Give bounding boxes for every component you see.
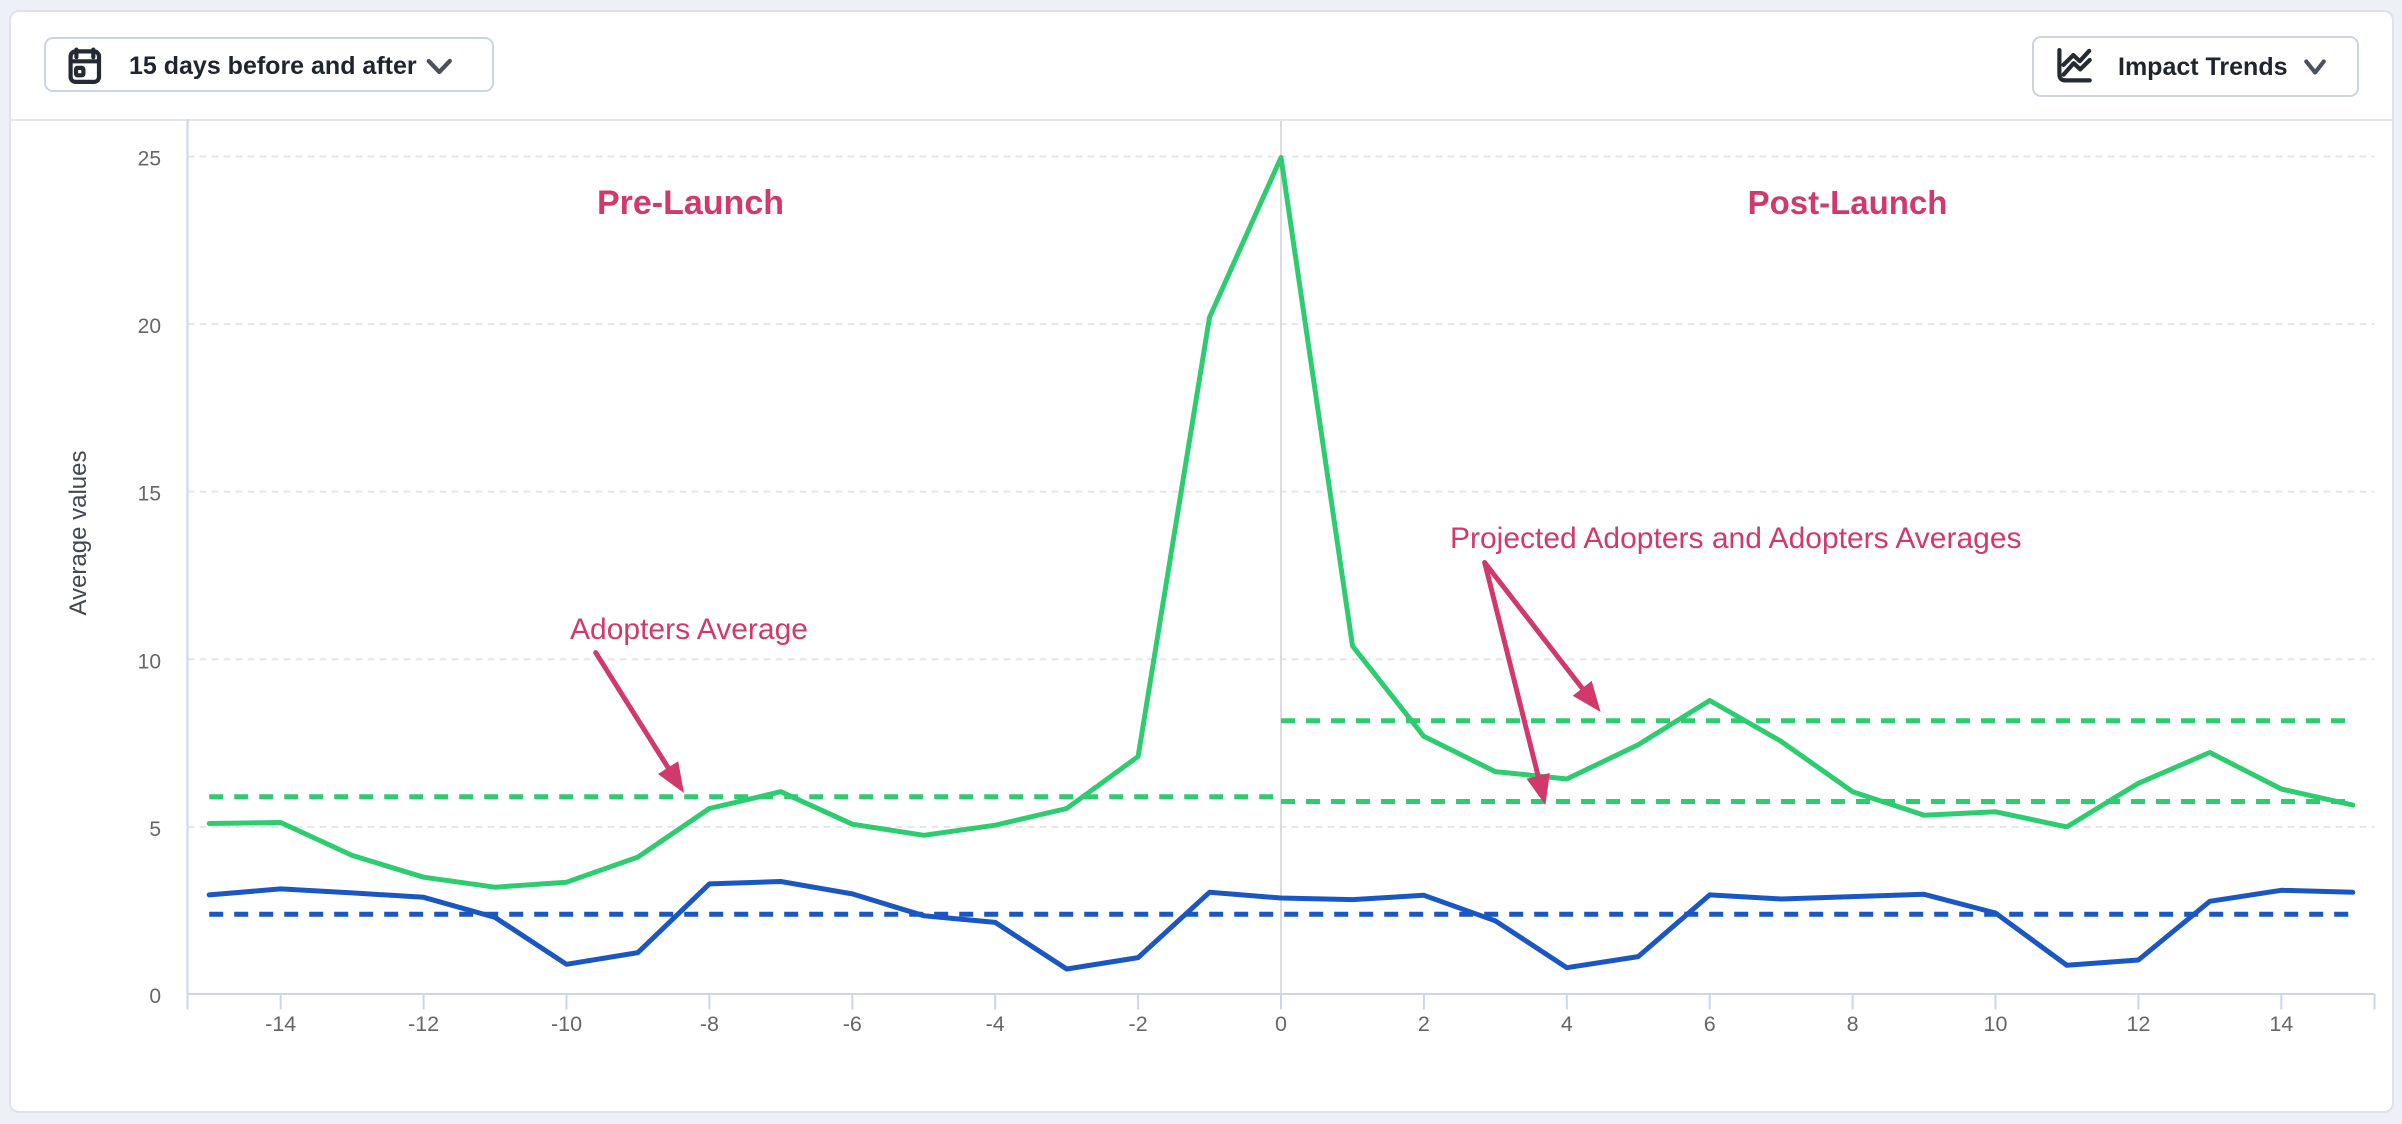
svg-text:-8: -8	[700, 1012, 719, 1036]
svg-text:12: 12	[2126, 1012, 2150, 1036]
svg-text:15: 15	[138, 483, 161, 506]
svg-text:15 days before and after: 15 days before and after	[129, 52, 417, 80]
svg-text:2: 2	[1418, 1012, 1430, 1036]
svg-text:25: 25	[138, 148, 161, 171]
svg-text:8: 8	[1847, 1012, 1859, 1036]
svg-text:4: 4	[1561, 1012, 1573, 1036]
svg-text:Average values: Average values	[65, 451, 92, 616]
svg-text:-12: -12	[408, 1012, 439, 1036]
svg-text:5: 5	[149, 818, 161, 841]
svg-text:Adopters Average: Adopters Average	[570, 613, 808, 646]
svg-text:-2: -2	[1129, 1012, 1148, 1036]
svg-text:Projected Adopters and Adopter: Projected Adopters and Adopters Averages	[1450, 522, 2022, 555]
svg-text:-4: -4	[986, 1012, 1005, 1036]
svg-text:0: 0	[149, 985, 161, 1008]
svg-text:-10: -10	[551, 1012, 582, 1036]
svg-text:-6: -6	[843, 1012, 862, 1036]
svg-text:10: 10	[138, 650, 161, 673]
svg-text:Impact Trends: Impact Trends	[2118, 53, 2288, 81]
svg-text:14: 14	[2269, 1012, 2293, 1036]
svg-text:20: 20	[138, 315, 161, 338]
svg-text:0: 0	[1275, 1012, 1287, 1036]
svg-text:Pre-Launch: Pre-Launch	[597, 184, 784, 222]
svg-text:6: 6	[1704, 1012, 1716, 1036]
svg-text:-14: -14	[265, 1012, 296, 1036]
svg-text:Post-Launch: Post-Launch	[1748, 184, 1948, 221]
svg-text:10: 10	[1984, 1012, 2008, 1036]
